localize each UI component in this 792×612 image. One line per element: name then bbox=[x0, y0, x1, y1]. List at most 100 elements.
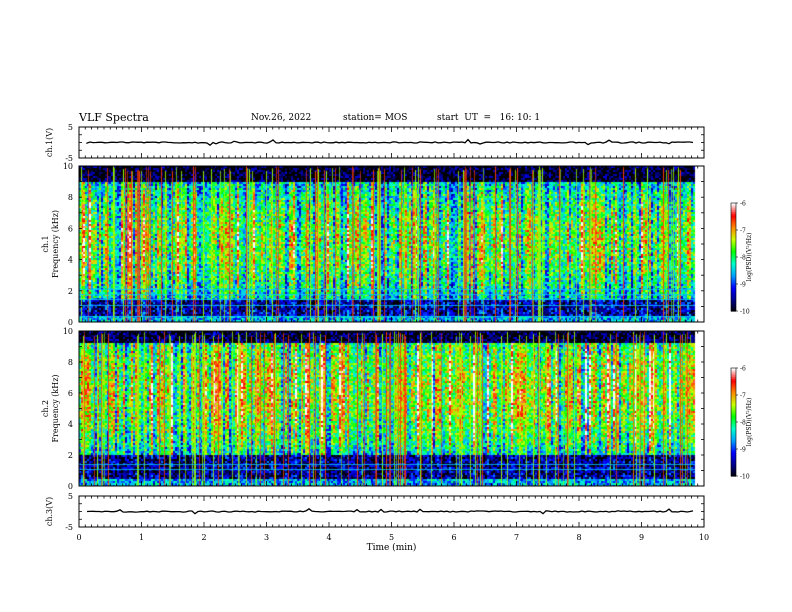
colorbar-segment bbox=[731, 249, 736, 253]
colorbar-segment bbox=[731, 280, 736, 283]
colorbar-segment bbox=[731, 454, 736, 457]
colorbar-segment bbox=[731, 203, 736, 206]
colorbar-segment bbox=[731, 300, 736, 303]
colorbar-segment bbox=[731, 398, 736, 401]
colorbar-tick-label: -6 bbox=[740, 366, 746, 373]
colorbar-segment bbox=[731, 414, 736, 418]
colorbar-segment bbox=[731, 443, 736, 446]
colorbar-segment bbox=[731, 298, 736, 301]
colorbar-segment bbox=[731, 240, 736, 244]
colorbar-segment bbox=[731, 284, 736, 287]
y-tick-label: 6 bbox=[68, 389, 73, 398]
colorbar-segment bbox=[731, 378, 736, 382]
colorbar-segment bbox=[731, 386, 736, 389]
x-tick-label: 2 bbox=[201, 533, 206, 542]
x-tick-label: 9 bbox=[639, 533, 644, 542]
x-tick-label: 10 bbox=[699, 533, 709, 542]
colorbar-segment bbox=[731, 391, 736, 394]
colorbar-segment bbox=[731, 206, 736, 209]
colorbar-segment bbox=[731, 404, 736, 407]
colorbar-segment bbox=[731, 468, 736, 472]
colorbar-segment bbox=[731, 222, 736, 226]
station-label: station= MOS bbox=[343, 113, 408, 123]
colorbar-segment bbox=[731, 405, 736, 409]
colorbar-segment bbox=[731, 221, 736, 224]
y-tick-label: 8 bbox=[68, 193, 73, 202]
colorbar-segment bbox=[731, 293, 736, 296]
date-label: Nov.26, 2022 bbox=[251, 113, 312, 123]
x-tick-label: 1 bbox=[139, 533, 144, 542]
x-tick-label: 5 bbox=[389, 533, 394, 542]
colorbar-segment bbox=[731, 465, 736, 468]
x-tick-label: 3 bbox=[264, 533, 269, 542]
colorbar-segment bbox=[731, 396, 736, 400]
colorbar-segment bbox=[731, 461, 736, 464]
colorbar-tick-label: -10 bbox=[740, 309, 750, 316]
colorbar-segment bbox=[731, 278, 736, 281]
colorbar-segment bbox=[731, 456, 736, 459]
colorbar-segment bbox=[731, 294, 736, 298]
y-tick-label: -5 bbox=[65, 523, 73, 532]
colorbar-tick-label: -9 bbox=[740, 282, 746, 289]
colorbar-segment bbox=[731, 230, 736, 233]
colorbar-segment bbox=[731, 296, 736, 299]
colorbar-segment bbox=[731, 275, 736, 278]
colorbar-tick-label: -6 bbox=[740, 201, 746, 208]
colorbar-segment bbox=[731, 267, 736, 271]
colorbar-segment bbox=[731, 255, 736, 258]
colorbar-segment bbox=[731, 387, 736, 391]
spectrogram-image-2 bbox=[79, 331, 704, 486]
colorbar-segment bbox=[731, 380, 736, 383]
channel-label: ch.1 bbox=[41, 235, 50, 252]
y-tick-label: 5 bbox=[68, 492, 73, 501]
colorbar-segment bbox=[731, 420, 736, 423]
colorbar-segment bbox=[731, 305, 736, 308]
colorbar-segment bbox=[731, 246, 736, 249]
colorbar-segment bbox=[731, 427, 736, 430]
colorbar-segment bbox=[731, 210, 736, 213]
waveform-trace-0 bbox=[86, 138, 694, 147]
colorbar-segment bbox=[731, 369, 736, 373]
colorbar-segment bbox=[731, 239, 736, 242]
colorbar-segment bbox=[731, 303, 736, 307]
y-tick-label: 2 bbox=[68, 287, 73, 296]
channel-label: ch.2 bbox=[41, 400, 50, 417]
figure-title: VLF Spectra bbox=[79, 111, 149, 124]
colorbar-segment bbox=[731, 258, 736, 262]
colorbar-segment bbox=[731, 208, 736, 211]
y-axis-label: Frequency (kHz) bbox=[51, 374, 60, 442]
colorbar-segment bbox=[731, 377, 736, 380]
y-tick-label: 4 bbox=[68, 420, 73, 429]
colorbar-segment bbox=[731, 441, 736, 445]
colorbar-segment bbox=[731, 384, 736, 387]
colorbar-segment bbox=[731, 231, 736, 235]
colorbar-segment bbox=[731, 474, 736, 477]
colorbar-segment bbox=[731, 436, 736, 439]
y-tick-label: 5 bbox=[68, 123, 73, 132]
colorbar-segment bbox=[731, 463, 736, 466]
colorbar-segment bbox=[731, 434, 736, 437]
colorbar-tick-label: -8 bbox=[740, 255, 746, 262]
colorbar-segment bbox=[731, 447, 736, 450]
colorbar-segment bbox=[731, 235, 736, 238]
colorbar-segment bbox=[731, 459, 736, 463]
colorbar-segment bbox=[731, 423, 736, 427]
colorbar-label: log(PSD)(V²/Hz) bbox=[746, 233, 753, 282]
colorbar-segment bbox=[731, 264, 736, 267]
colorbar-tick-label: -9 bbox=[740, 447, 746, 454]
x-axis-label: Time (min) bbox=[367, 542, 417, 553]
colorbar-segment bbox=[731, 373, 736, 376]
colorbar-segment bbox=[731, 393, 736, 396]
colorbar-segment bbox=[731, 212, 736, 215]
y-tick-label: 0 bbox=[68, 482, 73, 491]
x-tick-label: 4 bbox=[326, 533, 331, 542]
x-tick-label: 7 bbox=[514, 533, 519, 542]
colorbar-segment bbox=[731, 204, 736, 208]
colorbar-segment bbox=[731, 431, 736, 434]
colorbar-segment bbox=[731, 237, 736, 240]
colorbar-tick-label: -10 bbox=[740, 474, 750, 481]
colorbar-segment bbox=[731, 452, 736, 455]
colorbar-segment bbox=[731, 302, 736, 305]
y-tick-label: 6 bbox=[68, 224, 73, 233]
